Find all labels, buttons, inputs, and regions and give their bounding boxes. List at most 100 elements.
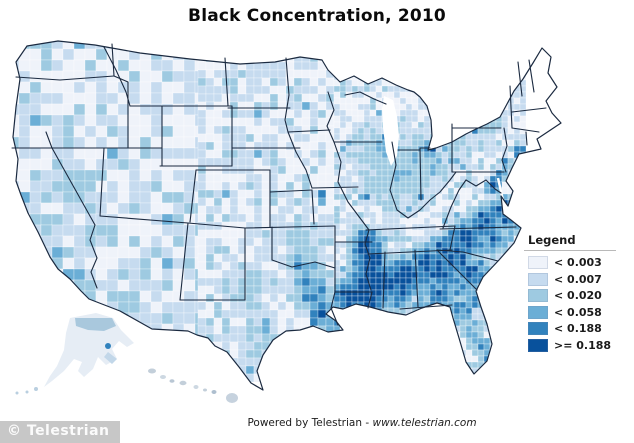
county-cell: [213, 245, 223, 255]
county-cell: [51, 235, 64, 248]
county-cell: [213, 109, 223, 119]
county-cell: [325, 197, 335, 207]
county-cell: [357, 229, 365, 237]
county-cell: [245, 253, 255, 263]
county-cell: [381, 235, 389, 243]
county-cell: [237, 357, 247, 367]
county-cell: [213, 125, 223, 135]
county-cell: [301, 117, 311, 127]
county-cell: [465, 271, 473, 279]
county-cell: [333, 85, 341, 93]
county-cell: [423, 205, 431, 213]
county-cell: [489, 229, 497, 237]
county-cell: [471, 199, 479, 207]
county-cell: [465, 193, 473, 201]
county-cell: [253, 293, 263, 303]
county-cell: [495, 211, 503, 219]
county-cell: [459, 253, 467, 261]
county-cell: [285, 165, 295, 175]
county-cell: [237, 317, 247, 327]
county-cell: [405, 241, 413, 249]
county-cell: [405, 289, 413, 297]
county-cell: [221, 293, 231, 303]
county-cell: [459, 325, 467, 333]
county-cell: [245, 349, 255, 359]
county-cell: [399, 247, 407, 255]
county-cell: [369, 109, 377, 117]
county-cell: [387, 295, 395, 303]
county-cell: [411, 169, 419, 177]
county-cell: [381, 187, 389, 195]
county-cell: [317, 69, 327, 79]
county-cell: [393, 271, 401, 279]
county-cell: [429, 265, 437, 273]
county-cell: [465, 307, 473, 315]
county-cell: [369, 139, 377, 147]
county-cell: [172, 235, 185, 248]
county-cell: [161, 158, 174, 171]
county-cell: [423, 193, 431, 201]
county-cell: [221, 157, 231, 167]
county-cell: [261, 141, 271, 151]
county-cell: [221, 197, 231, 207]
county-cell: [345, 139, 353, 147]
county-cell: [495, 121, 503, 129]
county-cell: [447, 217, 455, 225]
county-cell: [205, 309, 215, 319]
county-cell: [18, 136, 31, 149]
county-cell: [507, 211, 515, 219]
county-cell: [253, 93, 263, 103]
county-cell: [345, 229, 353, 237]
county-cell: [18, 158, 31, 171]
county-cell: [62, 48, 75, 61]
county-cell: [465, 343, 473, 351]
county-cell: [333, 91, 341, 99]
county-cell: [197, 269, 207, 279]
county-cell: [277, 77, 287, 87]
county-cell: [253, 237, 263, 247]
county-cell: [317, 253, 327, 263]
county-cell: [417, 103, 425, 111]
county-cell: [411, 115, 419, 123]
county-cell: [459, 151, 467, 159]
county-cell: [447, 283, 455, 291]
county-cell: [18, 147, 31, 160]
county-cell: [483, 247, 491, 255]
county-cell: [73, 235, 86, 248]
county-cell: [245, 277, 255, 287]
county-cell: [117, 191, 130, 204]
county-cell: [229, 333, 239, 343]
county-cell: [277, 93, 287, 103]
county-cell: [477, 355, 485, 363]
county-cell: [245, 101, 255, 111]
county-cell: [229, 125, 239, 135]
county-cell: [285, 149, 295, 159]
legend-swatch: [528, 289, 548, 302]
county-cell: [128, 169, 141, 182]
county-cell: [429, 271, 437, 279]
legend-row: >= 0.188: [524, 338, 630, 352]
county-cell: [245, 125, 255, 135]
county-cell: [309, 317, 319, 327]
county-cell: [172, 224, 185, 237]
county-cell: [73, 70, 86, 83]
county-cell: [423, 151, 431, 159]
legend-class-label: < 0.188: [554, 322, 602, 335]
county-cell: [197, 189, 207, 199]
county-cell: [411, 121, 419, 129]
county-cell: [161, 59, 174, 72]
county-cell: [369, 253, 377, 261]
county-cell: [345, 115, 353, 123]
county-cell: [459, 331, 467, 339]
county-cell: [29, 48, 42, 61]
county-cell: [84, 136, 97, 149]
county-cell: [51, 246, 64, 259]
county-cell: [363, 169, 371, 177]
county-cell: [339, 295, 347, 303]
county-cell: [405, 253, 413, 261]
county-cell: [417, 229, 425, 237]
county-cell: [399, 133, 407, 141]
county-cell: [435, 271, 443, 279]
county-cell: [405, 247, 413, 255]
county-cell: [245, 133, 255, 143]
